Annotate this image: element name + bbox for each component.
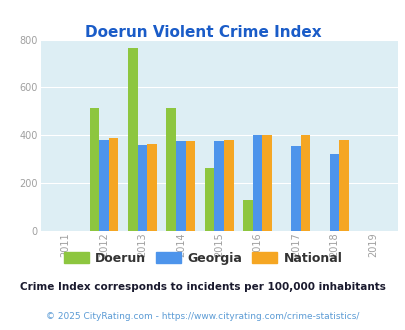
Text: Crime Index corresponds to incidents per 100,000 inhabitants: Crime Index corresponds to incidents per… [20,282,385,292]
Bar [224,140,233,231]
Bar [166,108,176,231]
Bar [147,144,156,231]
Bar [176,141,185,231]
Text: Doerun Violent Crime Index: Doerun Violent Crime Index [85,25,320,40]
Text: © 2025 CityRating.com - https://www.cityrating.com/crime-statistics/: © 2025 CityRating.com - https://www.city… [46,312,359,321]
Legend: Doerun, Georgia, National: Doerun, Georgia, National [59,247,346,270]
Bar [300,135,310,231]
Bar [185,141,195,231]
Bar [339,140,348,231]
Bar [90,108,99,231]
Bar [109,138,118,231]
Bar [252,135,262,231]
Bar [262,135,271,231]
Bar [128,48,137,231]
Bar [329,154,339,231]
Bar [243,200,252,231]
Bar [137,145,147,231]
Bar [205,168,214,231]
Bar [214,141,224,231]
Bar [99,140,109,231]
Bar [290,146,300,231]
